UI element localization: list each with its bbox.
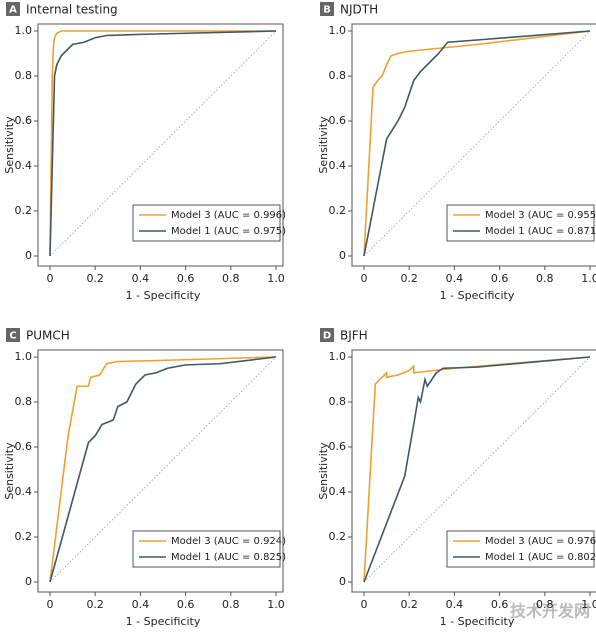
y-tick-label: 0.4	[15, 485, 33, 498]
roc-curve	[363, 356, 591, 583]
x-tick-label: 1.0	[267, 598, 285, 611]
x-tick-label: 0.2	[400, 598, 418, 611]
y-tick-label: 0.8	[15, 69, 33, 82]
reference-diagonal	[363, 356, 591, 583]
y-tick-label: 0.8	[15, 395, 33, 408]
legend-box	[446, 530, 595, 568]
y-tick-label: 0	[25, 249, 32, 262]
x-tick-label: 0.8	[536, 272, 554, 285]
x-tick-label: 0.4	[446, 598, 464, 611]
legend-label: Model 3 (AUC = 0.976)	[485, 536, 596, 547]
x-tick-label: 0.4	[132, 598, 150, 611]
x-tick-label: 0	[47, 272, 54, 285]
y-tick-label: 1.0	[329, 350, 347, 363]
legend-box	[132, 204, 281, 242]
plot-frame	[351, 349, 596, 593]
x-tick-label: 0.2	[86, 272, 104, 285]
x-tick-label: 0	[47, 598, 54, 611]
x-axis-label: 1 - Specificity	[440, 289, 515, 302]
panel-label: C	[9, 331, 16, 342]
x-axis-label: 1 - Specificity	[440, 615, 515, 628]
y-tick-label: 0	[339, 575, 346, 588]
y-tick-label: 0.2	[329, 204, 347, 217]
x-tick-label: 0.6	[491, 598, 509, 611]
panel-label: B	[323, 5, 331, 16]
y-tick-label: 0.8	[329, 69, 347, 82]
y-tick-label: 0.2	[329, 530, 347, 543]
panel-title: Internal testing	[26, 3, 118, 17]
legend-label: Model 3 (AUC = 0.924)	[171, 536, 286, 547]
panel-label-box	[320, 328, 334, 342]
x-tick-label: 1.0	[581, 598, 596, 611]
legend-label: Model 3 (AUC = 0.996)	[171, 210, 286, 221]
legend-label: Model 1 (AUC = 0.871)	[485, 226, 596, 237]
x-tick-label: 0.2	[400, 272, 418, 285]
y-axis-label: Sensitivity	[3, 116, 16, 174]
roc-curve	[363, 30, 591, 257]
panel-title: BJFH	[340, 329, 368, 343]
reference-diagonal	[363, 30, 591, 257]
x-tick-label: 0.2	[86, 598, 104, 611]
roc-curve	[363, 356, 591, 583]
y-tick-label: 0.6	[329, 440, 347, 453]
y-tick-label: 0	[25, 575, 32, 588]
x-tick-label: 1.0	[267, 272, 285, 285]
panel-label: A	[9, 5, 17, 16]
legend-label: Model 1 (AUC = 0.802)	[485, 552, 596, 563]
roc-curve	[49, 356, 277, 583]
reference-diagonal	[49, 356, 277, 583]
legend-label: Model 3 (AUC = 0.955)	[485, 210, 596, 221]
x-tick-label: 0	[361, 272, 368, 285]
legend-label: Model 1 (AUC = 0.975)	[171, 226, 286, 237]
roc-curve	[49, 30, 277, 257]
plot-frame	[37, 349, 284, 593]
y-tick-label: 0.6	[15, 440, 33, 453]
panel-title: NJDTH	[340, 3, 378, 17]
x-tick-label: 0.6	[177, 598, 195, 611]
y-tick-label: 0.8	[329, 395, 347, 408]
panel-label: D	[323, 331, 331, 342]
x-tick-label: 0.6	[177, 272, 195, 285]
roc-curve	[363, 30, 591, 257]
panel-label-box	[320, 2, 334, 16]
y-tick-label: 0.4	[329, 485, 347, 498]
x-tick-label: 1.0	[581, 272, 596, 285]
x-tick-label: 0.8	[222, 598, 240, 611]
y-axis-label: Sensitivity	[317, 442, 330, 500]
x-tick-label: 0	[361, 598, 368, 611]
y-tick-label: 1.0	[15, 24, 33, 37]
y-axis-label: Sensitivity	[3, 442, 16, 500]
y-tick-label: 0.4	[15, 159, 33, 172]
legend-label: Model 1 (AUC = 0.825)	[171, 552, 286, 563]
legend-box	[446, 204, 595, 242]
y-tick-label: 0.2	[15, 530, 33, 543]
legend-box	[132, 530, 281, 568]
panel-title: PUMCH	[26, 329, 70, 343]
y-tick-label: 0	[339, 249, 346, 262]
plot-frame	[351, 23, 596, 267]
x-axis-label: 1 - Specificity	[126, 289, 201, 302]
panel-label-box	[6, 2, 20, 16]
y-tick-label: 0.6	[329, 114, 347, 127]
roc-curve	[49, 30, 276, 257]
y-tick-label: 0.2	[15, 204, 33, 217]
x-tick-label: 0.6	[491, 272, 509, 285]
x-tick-label: 0.4	[132, 272, 150, 285]
x-axis-label: 1 - Specificity	[126, 615, 201, 628]
reference-diagonal	[49, 30, 277, 257]
x-tick-label: 0.8	[222, 272, 240, 285]
roc-curve	[49, 356, 277, 583]
plot-frame	[37, 23, 284, 267]
y-axis-label: Sensitivity	[317, 116, 330, 174]
panel-label-box	[6, 328, 20, 342]
y-tick-label: 0.6	[15, 114, 33, 127]
x-tick-label: 0.8	[536, 598, 554, 611]
x-tick-label: 0.4	[446, 272, 464, 285]
y-tick-label: 1.0	[15, 350, 33, 363]
y-tick-label: 1.0	[329, 24, 347, 37]
y-tick-label: 0.4	[329, 159, 347, 172]
watermark: 技术开发网	[510, 602, 590, 621]
